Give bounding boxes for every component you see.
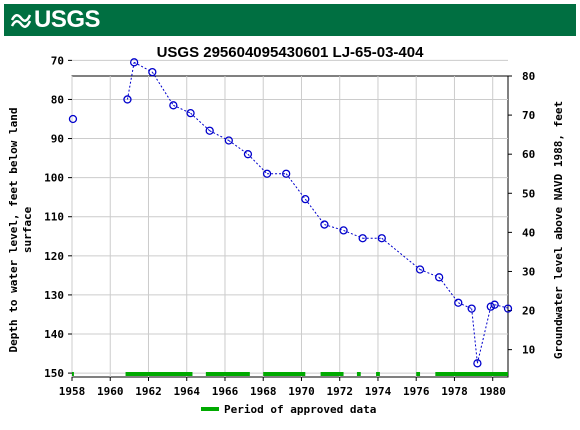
y-axis-label-right: Groundwater level above NAVD 1988, feet: [552, 101, 565, 359]
grid-lines: [71, 59, 508, 377]
x-tick-label: 1970: [288, 385, 315, 398]
data-point: [205, 126, 214, 135]
series-connector: [438, 277, 459, 304]
series-connector: [381, 237, 421, 270]
series-connector: [285, 173, 306, 200]
series-connector: [151, 71, 174, 106]
data-point: [415, 265, 425, 274]
y-right-tick-label: 40: [522, 226, 535, 239]
series-connector: [173, 104, 191, 114]
y-left-tick-label: 110: [44, 211, 64, 224]
x-tick-label: 1964: [173, 385, 200, 398]
series-connector: [126, 62, 135, 100]
data-point: [377, 234, 386, 243]
data-point: [169, 101, 178, 110]
data-point: [473, 359, 482, 368]
x-tick-label: 1972: [326, 385, 353, 398]
usgs-wave-icon: [10, 14, 32, 28]
data-point: [262, 169, 272, 178]
plot-area: [71, 75, 509, 378]
x-tick-label: 1966: [212, 385, 239, 398]
x-axis-ticks: 1958 1960 1962 1964 1966 1968 1970 1972 1974 1976…: [59, 377, 506, 398]
y-axis-label-left-line2: surface: [21, 206, 34, 253]
y-left-tick-label: 90: [51, 133, 64, 146]
header-banner: USGS: [0, 0, 580, 40]
y-left-tick-label: 120: [44, 250, 64, 263]
series-connector: [247, 153, 268, 175]
data-point: [129, 58, 139, 67]
x-tick-label: 1968: [250, 385, 277, 398]
series-connector: [190, 112, 211, 132]
y-right-tick-label: 70: [522, 109, 535, 122]
usgs-logo[interactable]: USGS: [10, 6, 101, 33]
data-point: [148, 67, 157, 77]
data-point: [467, 304, 476, 313]
data-series: [68, 58, 513, 368]
usgs-logo-text: USGS: [34, 6, 101, 33]
x-tick-label: 1958: [59, 385, 86, 398]
y-left-tick-label: 140: [44, 328, 64, 341]
data-point: [224, 136, 233, 145]
y-right-tick-label: 20: [522, 305, 535, 318]
legend-label: Period of approved data: [224, 403, 376, 416]
x-tick-label: 1974: [365, 385, 392, 398]
x-tick-label: 1962: [135, 385, 162, 398]
data-point: [243, 150, 253, 159]
data-point: [454, 298, 463, 307]
y-right-tick-label: 80: [522, 70, 535, 83]
series-connector: [304, 198, 325, 225]
data-point: [339, 226, 348, 235]
legend: Period of approved data: [201, 403, 376, 416]
data-point: [435, 273, 444, 282]
data-point: [123, 95, 132, 104]
data-point: [186, 108, 195, 118]
y-left-tick-label: 80: [51, 93, 64, 106]
y-left-tick-label: 100: [44, 172, 64, 185]
left-axis-ticks: 70 80 90 100 110 120 130 140 150: [44, 54, 72, 380]
y-right-tick-label: 30: [522, 265, 535, 278]
series-connector: [458, 302, 472, 310]
x-tick-label: 1960: [97, 385, 124, 398]
y-left-tick-label: 70: [51, 54, 64, 67]
data-point: [358, 234, 367, 243]
data-point: [320, 220, 329, 229]
y-right-tick-label: 50: [522, 187, 535, 200]
y-right-tick-label: 10: [522, 344, 535, 357]
chart-title: USGS 295604095430601 LJ-65-03-404: [156, 44, 424, 61]
series-connector: [476, 306, 492, 364]
data-point: [503, 304, 513, 313]
x-tick-label: 1978: [441, 385, 468, 398]
x-tick-label: 1980: [479, 385, 506, 398]
right-axis-ticks: 80 70 60 50 40 30 20 10: [508, 70, 535, 357]
usgs-banner-bar: USGS: [4, 4, 576, 36]
y-axis-label-left-line1: Depth to water level, feet below land: [7, 107, 20, 352]
x-tick-label: 1976: [403, 385, 430, 398]
series-connector: [471, 308, 478, 364]
data-point: [301, 194, 310, 204]
y-left-tick-label: 150: [44, 367, 64, 380]
y-left-tick-label: 130: [44, 289, 64, 302]
series-connector: [494, 304, 511, 310]
y-right-tick-label: 60: [522, 148, 535, 161]
data-point: [490, 300, 499, 309]
data-point: [282, 169, 291, 178]
data-point: [68, 114, 78, 124]
